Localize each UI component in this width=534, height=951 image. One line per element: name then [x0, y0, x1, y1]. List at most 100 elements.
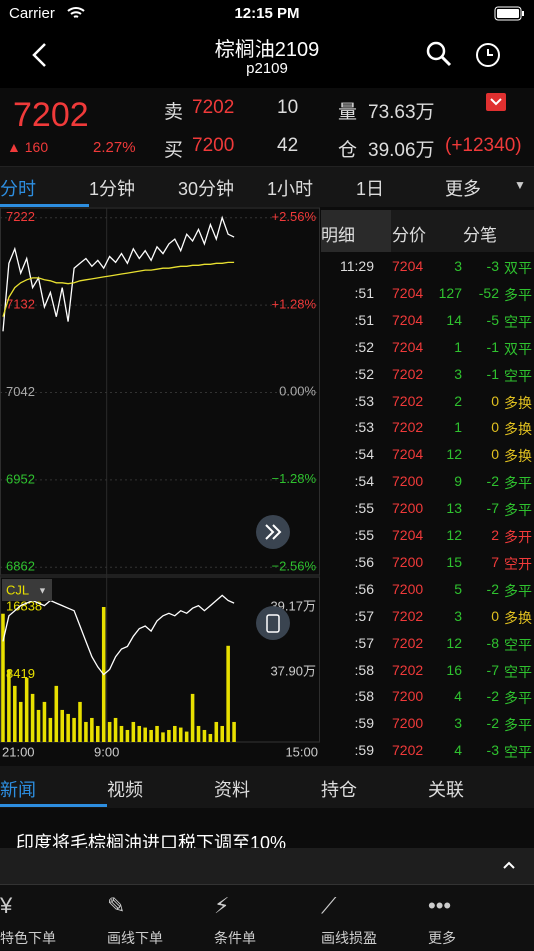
history-button[interactable] — [474, 41, 502, 69]
volume-bar — [196, 725, 201, 742]
price-line — [2, 215, 235, 332]
trade-type: 多换 — [504, 394, 532, 411]
trade-type: 多换 — [504, 421, 532, 438]
volume-bar — [155, 725, 159, 742]
period-tab[interactable]: 1分钟 — [89, 179, 136, 199]
period-tab[interactable]: 更多 — [445, 179, 481, 199]
trade-volume: 127 — [438, 284, 462, 301]
volume-bar — [13, 685, 17, 742]
volume-bar — [184, 731, 189, 742]
volume-bar — [131, 721, 136, 742]
volume-bar — [125, 729, 130, 742]
trade-tab-active — [321, 210, 391, 252]
volume-bar — [30, 693, 35, 742]
trade-change: -3 — [486, 258, 499, 274]
volume-bar — [214, 721, 219, 742]
indicator-title: CJL — [6, 582, 29, 597]
trade-volume: 1 — [454, 338, 462, 355]
trade-type: 多平 — [504, 475, 532, 492]
trade-time: :51 — [354, 311, 374, 328]
trade-price: 7202 — [392, 634, 424, 651]
tool-label[interactable]: 画线损盈 — [321, 930, 377, 946]
trade-change: -7 — [486, 661, 499, 678]
volume-bar — [226, 645, 230, 742]
y-tick-label: 7132 — [6, 297, 35, 312]
news-tab[interactable]: 持仓 — [321, 780, 357, 800]
clock: 12:15 PM — [234, 5, 300, 22]
chart: 21:00 9:00 15:00 7222 7132 7042 6952 6862 +2.56%… — [0, 207, 320, 759]
trade-change: 2 — [491, 527, 499, 543]
buy-price: 7200 — [192, 135, 235, 156]
trade-tab[interactable]: 分笔 — [463, 226, 497, 245]
volume-bar — [220, 725, 224, 742]
trade-type: 双平 — [504, 260, 532, 276]
volume-bar — [190, 693, 195, 742]
back-button[interactable] — [30, 42, 50, 68]
trade-type: 多平 — [504, 690, 532, 707]
trade-volume: 12 — [446, 446, 462, 463]
news-tab[interactable]: 关联 — [428, 780, 464, 800]
x-tick-label: 15:00 — [285, 744, 318, 759]
period-tab[interactable]: 分时 — [0, 179, 36, 199]
trade-time: :52 — [354, 365, 374, 382]
trade-price: 7204 — [392, 311, 424, 328]
news-tab[interactable]: 资料 — [214, 780, 250, 800]
news-tab[interactable]: 新闻 — [0, 780, 36, 800]
tool-label[interactable]: 条件单 — [214, 930, 256, 946]
expand-button[interactable] — [486, 93, 506, 111]
sell-price: 7202 — [192, 97, 235, 118]
trade-price: 7202 — [392, 392, 424, 409]
period-tab[interactable]: 1小时 — [267, 179, 314, 199]
volume-bar — [36, 709, 41, 742]
tool-label[interactable]: 特色下单 — [0, 930, 56, 946]
trade-price: 7202 — [392, 742, 424, 759]
volume-bar — [54, 685, 59, 742]
trade-volume: 14 — [446, 311, 462, 328]
tool-label[interactable]: 画线下单 — [107, 930, 163, 946]
volume-bar — [161, 732, 165, 742]
scroll-button[interactable] — [255, 514, 291, 550]
period-tab[interactable]: 30分钟 — [178, 179, 235, 199]
trade-time: :59 — [354, 742, 374, 759]
search-button[interactable] — [425, 40, 453, 68]
sell-volume: 10 — [277, 97, 299, 118]
trade-change: -3 — [486, 742, 499, 759]
volume-bar — [90, 717, 94, 742]
period-tab[interactable]: 1日 — [356, 179, 385, 199]
y2-tick-label: −2.56% — [272, 558, 317, 573]
trade-change: -2 — [486, 580, 499, 597]
trade-volume: 12 — [446, 634, 462, 651]
volume-label: 量 — [338, 102, 358, 123]
trade-type: 空平 — [504, 744, 532, 761]
trade-time: :53 — [354, 392, 374, 409]
trade-volume: 3 — [454, 258, 462, 274]
volume-bar — [1, 613, 5, 742]
rotate-button[interactable] — [255, 605, 291, 641]
trade-tab[interactable]: 分价 — [392, 226, 426, 245]
y2-tick-label: −1.28% — [272, 471, 317, 486]
trade-time: :53 — [354, 419, 374, 436]
trade-type: 多开 — [504, 529, 532, 545]
volume-bar — [42, 701, 47, 742]
news-tabs — [0, 766, 534, 808]
trade-type: 空平 — [504, 367, 532, 384]
collapse-bar[interactable] — [0, 848, 534, 884]
news-tab[interactable]: 视频 — [107, 780, 143, 800]
wifi-icon — [67, 7, 85, 18]
tool-label[interactable]: 更多 — [428, 930, 456, 946]
trade-price: 7202 — [392, 607, 424, 624]
trade-change: -1 — [486, 338, 499, 355]
trade-tab[interactable]: 明细 — [321, 226, 355, 245]
y2-tick-label: 0.00% — [279, 384, 316, 399]
period-tabs — [0, 166, 534, 207]
battery-icon — [494, 6, 524, 21]
volume-bar — [178, 727, 183, 742]
trade-price: 7200 — [392, 473, 424, 490]
trade-price: 7204 — [392, 446, 424, 463]
trade-change: -2 — [486, 473, 499, 490]
volume-bar — [232, 721, 236, 742]
trade-change: -5 — [486, 311, 499, 328]
trade-volume: 3 — [454, 607, 462, 624]
volume-bar — [96, 725, 100, 742]
